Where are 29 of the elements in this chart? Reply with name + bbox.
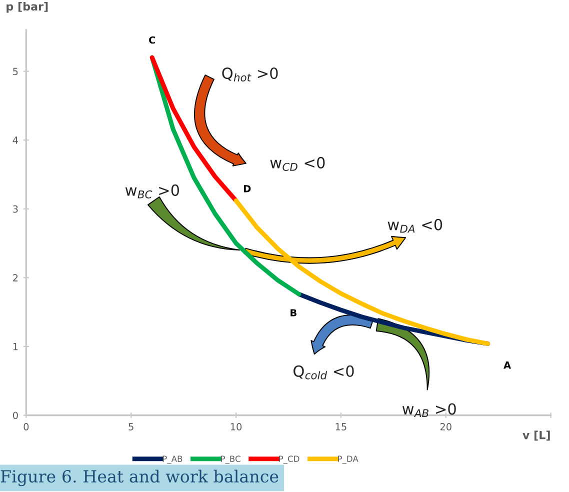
y-tick-label: 0 xyxy=(12,412,18,420)
x-tick-label: 15 xyxy=(336,423,346,430)
x-tick-label: 5 xyxy=(128,423,134,430)
x-tick-label: 0 xyxy=(24,423,29,430)
legend-label: P_BC xyxy=(221,456,240,464)
legend-label: P_DA xyxy=(338,456,358,464)
annotation: Q$_{hot}$ >0 xyxy=(222,67,278,82)
annotation: w$_{AB}$ >0 xyxy=(402,403,456,418)
annotation: D xyxy=(244,185,251,192)
annotation: w$_{BC}$ >0 xyxy=(125,184,180,198)
legend-label: P_AB xyxy=(162,456,182,464)
y-tick-label: 2 xyxy=(13,274,18,282)
annotation: A xyxy=(504,362,511,369)
legend-label: P_CD xyxy=(279,456,300,464)
annotation: Q$_{cold}$ <0 xyxy=(294,365,354,380)
annotation: C xyxy=(149,36,156,44)
annotation: w$_{DA}$ <0 xyxy=(388,218,442,233)
line-series xyxy=(234,198,490,346)
y-axis-title: p [bar] xyxy=(6,2,48,13)
y-tick-label: 1 xyxy=(13,343,18,350)
annotation: B xyxy=(290,309,296,316)
x-tick-label: 20 xyxy=(440,423,452,430)
x-tick-label: 10 xyxy=(230,423,242,430)
y-tick-label: 4 xyxy=(12,136,18,144)
caption: Figure 6. Heat and work balance xyxy=(0,470,278,486)
y-tick-label: 5 xyxy=(13,68,18,76)
y-tick-label: 3 xyxy=(13,205,18,213)
x-axis-title: v [L] xyxy=(522,430,550,441)
annotation: w$_{CD}$ <0 xyxy=(270,156,325,171)
